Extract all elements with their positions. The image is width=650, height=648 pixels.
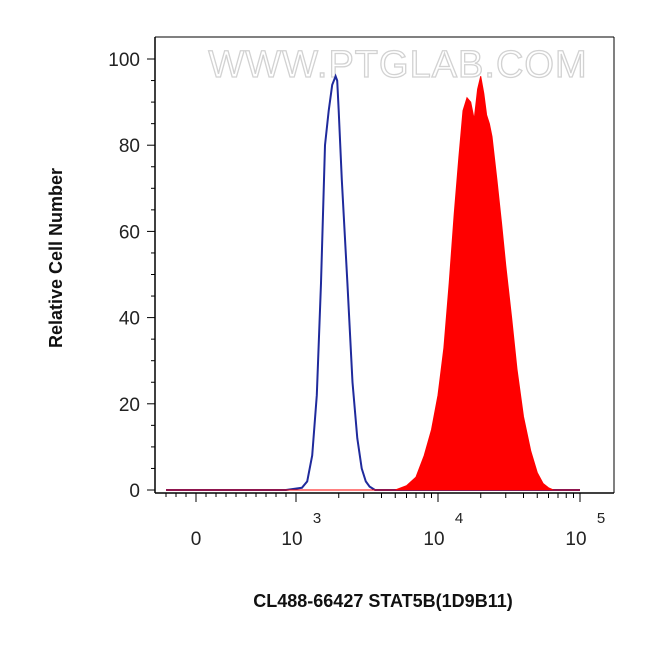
y-tick-label: 100 — [108, 50, 140, 71]
y-tick-label: 0 — [129, 481, 140, 502]
watermark: WWW.PTGLAB.COM — [208, 44, 587, 86]
y-tick-label: 60 — [119, 222, 140, 243]
x-tick-exponent: 4 — [455, 510, 463, 527]
y-tick-label: 80 — [119, 136, 140, 157]
x-tick-exponent: 5 — [597, 510, 605, 527]
y-axis-title: Relative Cell Number — [46, 168, 66, 348]
x-tick-exponent: 3 — [313, 510, 321, 527]
x-tick-label: 0 — [191, 529, 202, 550]
x-axis-title: CL488-66427 STAT5B(1D9B11) — [253, 591, 512, 611]
series-layer — [166, 73, 580, 491]
series-0-outline-histogram — [166, 73, 580, 491]
y-tick-label: 40 — [119, 309, 140, 330]
y-tick-label: 20 — [119, 395, 140, 416]
x-tick-label: 10 — [565, 529, 586, 550]
series-1-filled-histogram — [166, 76, 580, 491]
y-ticks: 0 20 40 60 80 100 — [108, 50, 155, 502]
x-tick-label: 10 — [423, 529, 444, 550]
x-tick-label: 10 — [281, 529, 302, 550]
x-ticks: 0 10 3 10 4 10 5 — [165, 493, 605, 550]
